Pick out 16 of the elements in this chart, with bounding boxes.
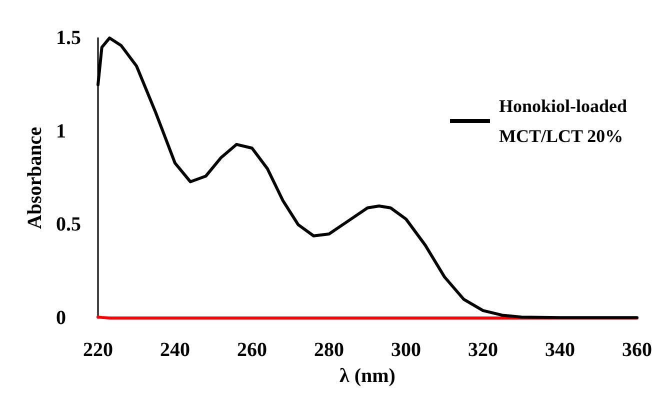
x-tick-label: 300 [391,339,421,361]
x-tick-label: 220 [83,339,113,361]
x-tick-label: 240 [160,339,190,361]
legend-label: Honokiol-loaded MCT/LCT 20% [499,96,632,146]
y-tick-label: 1 [56,120,66,142]
y-axis-title: Absorbance [24,126,46,230]
x-tick-label: 280 [314,339,344,361]
y-tick-label: 0.5 [56,214,81,236]
x-tick-label: 340 [545,339,575,361]
y-tick-label: 0 [56,307,66,329]
x-tick-label: 260 [237,339,267,361]
y-tick-label: 1.5 [56,27,81,49]
x-axis-title: λ (nm) [340,365,396,387]
x-tick-label: 360 [622,339,652,361]
x-tick-label: 320 [468,339,498,361]
line-series [96,36,638,320]
